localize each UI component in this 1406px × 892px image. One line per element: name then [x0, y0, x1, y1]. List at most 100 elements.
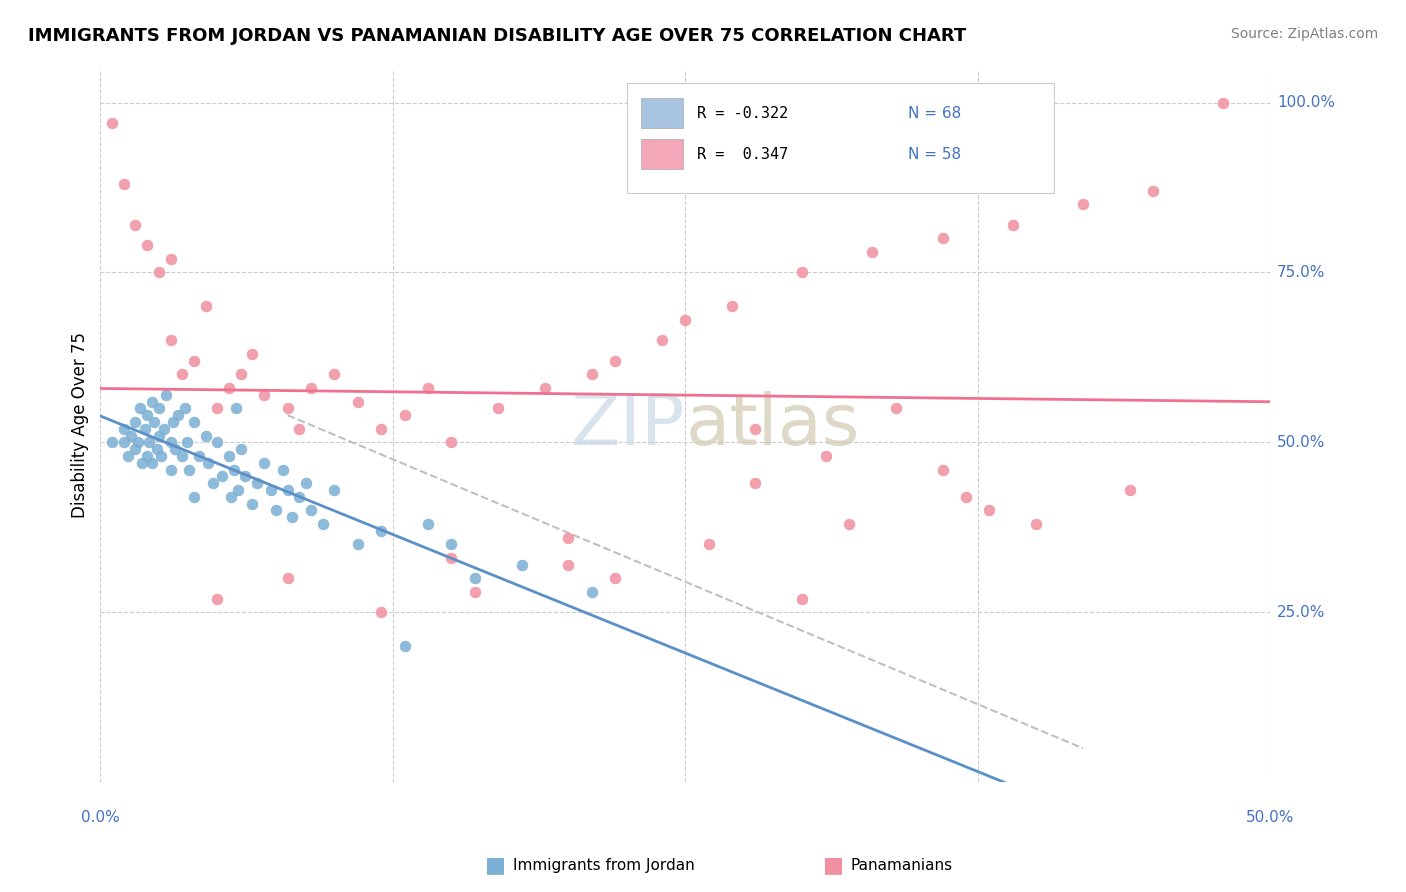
Point: [979, 503, 1001, 517]
Point: [721, 300, 744, 314]
Y-axis label: Disability Age Over 75: Disability Age Over 75: [72, 333, 89, 518]
Point: [253, 456, 276, 470]
Text: ■: ■: [485, 855, 506, 875]
Text: ■: ■: [823, 855, 844, 875]
Text: Immigrants from Jordan: Immigrants from Jordan: [513, 858, 695, 872]
Point: [218, 381, 240, 395]
Point: [744, 422, 766, 436]
Point: [225, 401, 247, 416]
Point: [651, 334, 673, 348]
Text: 50.0%: 50.0%: [1246, 810, 1295, 824]
Point: [148, 401, 170, 416]
Point: [229, 442, 252, 457]
Point: [221, 490, 243, 504]
Point: [260, 483, 283, 497]
Point: [464, 585, 486, 599]
Point: [271, 462, 294, 476]
Point: [246, 476, 269, 491]
Point: [124, 218, 146, 232]
Point: [697, 537, 720, 551]
Point: [288, 490, 311, 504]
Point: [299, 381, 322, 395]
Point: [323, 483, 346, 497]
FancyBboxPatch shape: [641, 139, 683, 169]
Point: [277, 571, 299, 585]
Point: [159, 252, 181, 266]
Point: [101, 116, 124, 130]
Point: [557, 558, 579, 572]
Point: [101, 435, 124, 450]
Point: [862, 245, 884, 260]
Point: [931, 462, 953, 476]
Point: [1119, 483, 1142, 497]
Text: R =  0.347: R = 0.347: [697, 146, 789, 161]
Point: [183, 415, 205, 429]
Point: [112, 422, 135, 436]
Point: [581, 368, 603, 382]
FancyBboxPatch shape: [627, 83, 1053, 194]
Point: [150, 449, 173, 463]
Point: [145, 442, 167, 457]
Point: [884, 401, 907, 416]
Point: [931, 231, 953, 245]
Point: [143, 415, 166, 429]
Point: [183, 354, 205, 368]
Point: [165, 442, 187, 457]
Text: N = 68: N = 68: [907, 106, 960, 121]
Point: [792, 265, 814, 279]
Point: [510, 558, 533, 572]
Point: [207, 435, 229, 450]
Point: [744, 476, 766, 491]
Point: [440, 435, 463, 450]
Point: [141, 456, 163, 470]
Point: [440, 551, 463, 566]
Point: [152, 422, 174, 436]
Point: [281, 510, 304, 524]
Text: 25.0%: 25.0%: [1277, 605, 1326, 620]
Point: [229, 368, 252, 382]
Point: [138, 435, 160, 450]
Point: [172, 368, 194, 382]
Point: [134, 422, 156, 436]
Text: 0.0%: 0.0%: [82, 810, 120, 824]
Text: IMMIGRANTS FROM JORDAN VS PANAMANIAN DISABILITY AGE OVER 75 CORRELATION CHART: IMMIGRANTS FROM JORDAN VS PANAMANIAN DIS…: [28, 27, 966, 45]
Point: [194, 428, 217, 442]
Point: [112, 177, 135, 191]
Point: [228, 483, 250, 497]
Point: [131, 456, 153, 470]
Point: [201, 476, 224, 491]
Point: [129, 401, 152, 416]
Text: 75.0%: 75.0%: [1277, 265, 1326, 280]
Text: N = 58: N = 58: [907, 146, 960, 161]
Text: 50.0%: 50.0%: [1277, 435, 1326, 450]
Point: [162, 415, 184, 429]
Text: R = -0.322: R = -0.322: [697, 106, 789, 121]
Point: [370, 606, 392, 620]
Point: [173, 401, 195, 416]
Point: [148, 428, 170, 442]
Point: [207, 591, 229, 606]
Point: [370, 524, 392, 538]
Point: [112, 435, 135, 450]
Point: [264, 503, 287, 517]
Point: [117, 449, 139, 463]
Point: [194, 300, 217, 314]
Point: [440, 537, 463, 551]
Point: [277, 483, 299, 497]
Point: [416, 381, 439, 395]
Point: [172, 449, 194, 463]
Point: [166, 408, 188, 422]
Point: [159, 435, 181, 450]
Point: [792, 591, 814, 606]
Point: [141, 394, 163, 409]
Point: [311, 516, 333, 531]
Point: [1071, 197, 1094, 211]
Point: [155, 388, 177, 402]
Point: [603, 571, 626, 585]
Point: [179, 462, 201, 476]
Point: [187, 449, 209, 463]
Point: [235, 469, 257, 483]
Point: [124, 415, 146, 429]
Point: [814, 449, 837, 463]
Point: [416, 516, 439, 531]
